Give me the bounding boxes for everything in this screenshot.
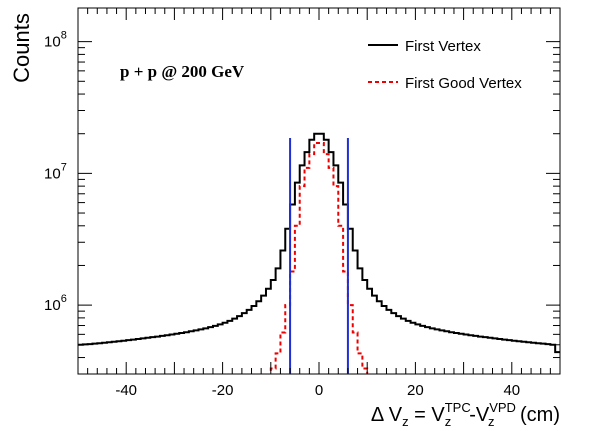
series-first-good-vertex: [269, 142, 369, 374]
series-layer: [78, 132, 560, 374]
y-tick-label: 108: [44, 30, 67, 51]
x-tick-label: -40: [115, 382, 137, 399]
x-tick-label: -20: [212, 382, 234, 399]
collision-annotation: p + p @ 200 GeV: [120, 62, 245, 81]
legend-label-first-good-vertex: First Good Vertex: [405, 75, 522, 92]
y-tick-label: 107: [44, 161, 67, 182]
y-axis-ticks: 106 107 108: [44, 30, 560, 375]
x-axis-ticks: -40 -20 0 20 40: [77, 8, 561, 399]
y-tick-label: 106: [44, 293, 67, 314]
cut-lines-layer: [289, 138, 349, 374]
x-tick-label: 40: [503, 382, 520, 399]
series-first-vertex: [78, 132, 560, 354]
legend-label-first-vertex: First Vertex: [405, 38, 481, 55]
x-axis-title: Δ Vz = VTPC z -VVPD z (cm): [371, 400, 560, 429]
x-tick-label: 20: [407, 382, 424, 399]
x-tick-label: 0: [315, 382, 323, 399]
y-axis-title: Counts: [9, 13, 34, 83]
legend: First Vertex First Good Vertex: [368, 38, 522, 92]
